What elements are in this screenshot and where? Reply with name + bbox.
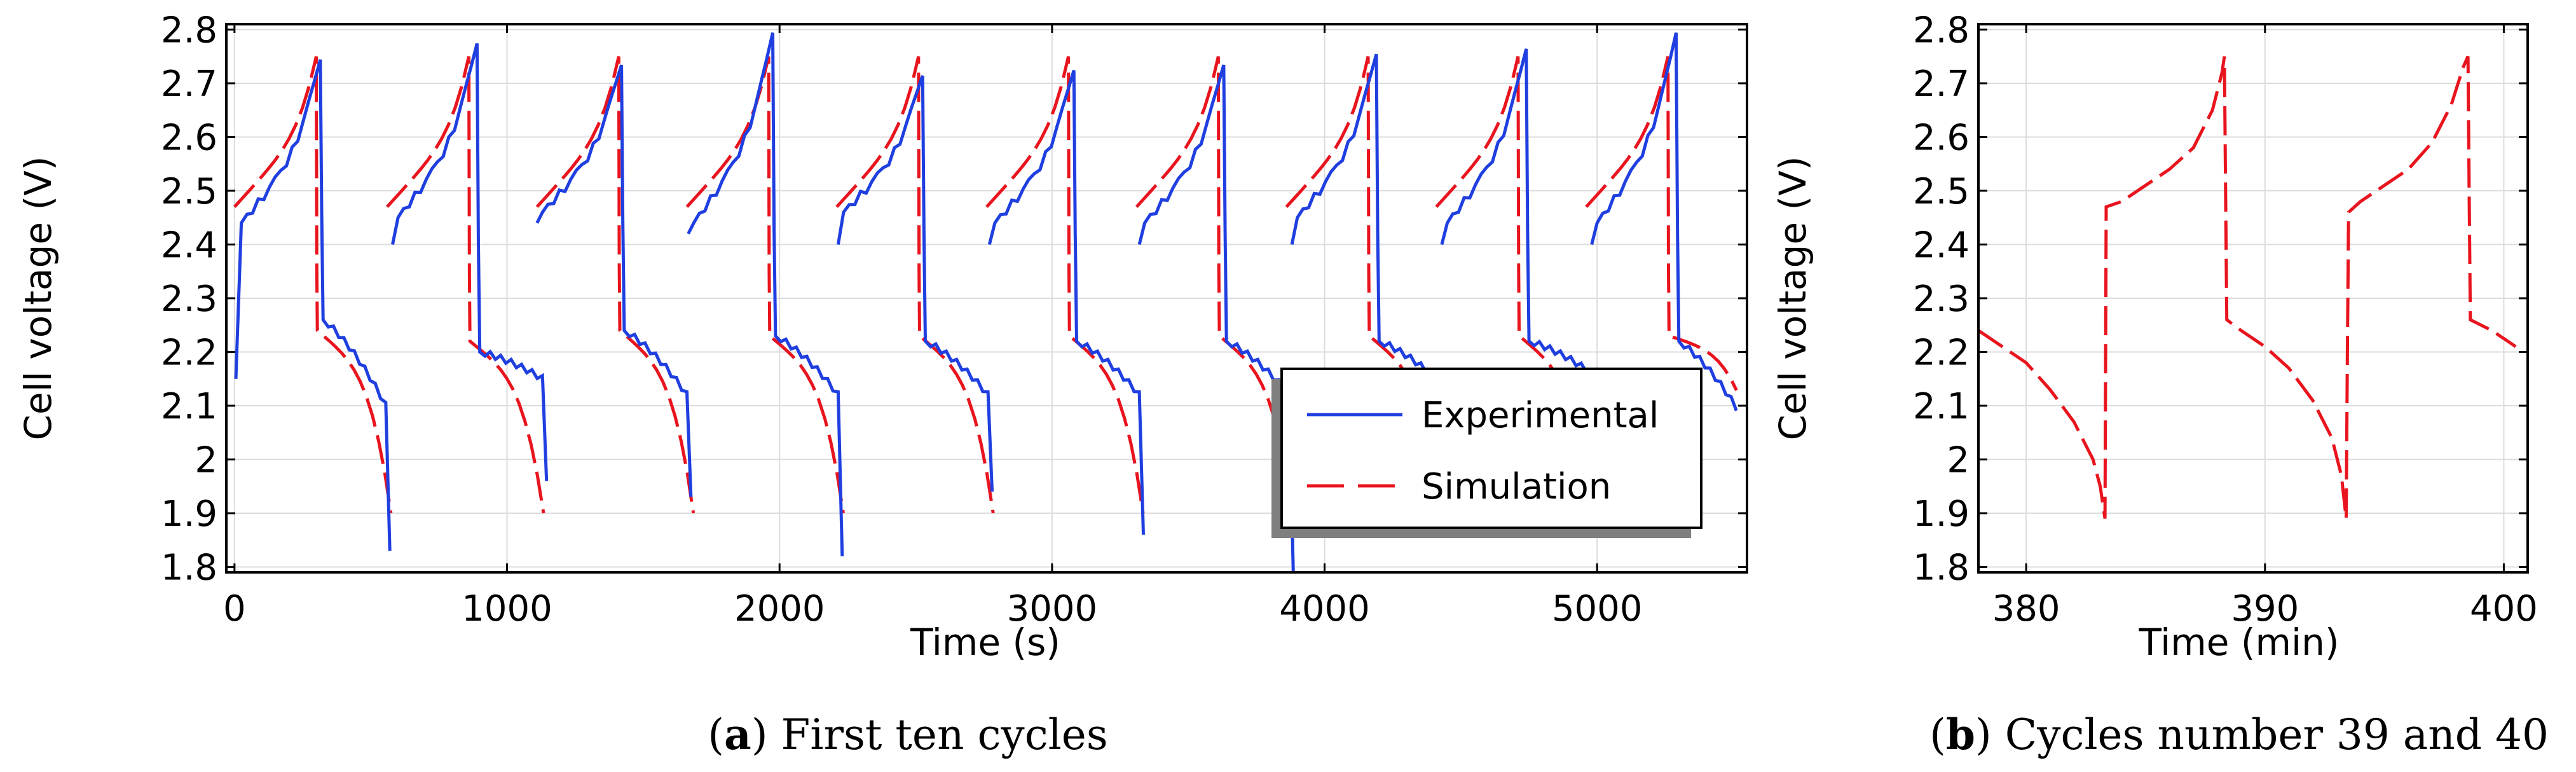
panel-b-ticks: 1.8 1.9 2 2.1 2.2 2.3 2.4 2.5 2.6 2.7 2.8 380 390 400 — [1913, 10, 2538, 630]
panel-a-ticks: 1.8 1.9 2 2.1 2.2 2.3 2.4 2.5 2.6 2.7 2.8 0 1000 2000… — [161, 10, 1747, 630]
panel-a-ytick-label: 2.6 — [161, 117, 217, 158]
experimental-cycle-line — [1137, 64, 1295, 573]
panel-a-xtick-label: 2000 — [734, 588, 825, 630]
panel-a-ytick-label: 2.2 — [161, 333, 217, 374]
panel-a-caption-text: First ten cycles — [781, 710, 1108, 759]
panel-b-ytick-label: 1.9 — [1913, 493, 1970, 535]
simulation-cycle-line — [1585, 56, 1738, 391]
panel-a-xtick-label: 0 — [223, 588, 246, 630]
panel-b-caption-letter: b — [1946, 710, 1975, 759]
simulation-cycle-line — [1135, 56, 1295, 514]
simulation-cycle-line — [985, 56, 1145, 514]
panel-a-ytick-label: 2.3 — [161, 279, 217, 320]
panel-b-ytick-label: 2.2 — [1913, 333, 1970, 374]
panel-a-xtick-label: 5000 — [1552, 588, 1643, 630]
panel-a-chart: 1.8 1.9 2 2.1 2.2 2.3 2.4 2.5 2.6 2.7 2.8 0 1000 2000… — [17, 10, 1748, 759]
panel-b-xtick-label: 400 — [2470, 588, 2538, 630]
experimental-cycle-line — [1290, 53, 1448, 384]
experimental-cycle-line — [836, 75, 994, 492]
experimental-cycle-line — [1590, 32, 1738, 411]
experimental-cycle-line — [234, 59, 392, 551]
experimental-cycle-line — [391, 43, 549, 481]
panel-a-xtick-label: 1000 — [462, 588, 552, 630]
legend-box — [1280, 368, 1702, 529]
panel-a-ylabel: Cell voltage (V) — [17, 156, 60, 441]
experimental-cycle-line — [535, 64, 693, 497]
legend-simulation-label: Simulation — [1422, 466, 1611, 507]
panel-b-xtick-label: 380 — [1992, 588, 2060, 630]
panel-b-xtick-label: 390 — [2231, 588, 2299, 630]
panel-b-ytick-label: 2.4 — [1913, 224, 1970, 266]
panel-a-ytick-label: 2 — [195, 440, 217, 481]
panel-b-ytick-label: 2.1 — [1913, 386, 1970, 427]
panel-a-xtick-label: 4000 — [1279, 588, 1370, 630]
panel-b-series — [1977, 55, 2517, 519]
legend: Experimental Simulation — [1271, 368, 1702, 538]
panel-b-xlabel: Time (min) — [2138, 621, 2339, 664]
panel-a-ytick-label: 2.8 — [161, 10, 217, 51]
panel-a-ytick-label: 1.8 — [161, 548, 217, 589]
panel-a-ytick-label: 2.5 — [161, 171, 217, 212]
panel-b-ytick-label: 2.7 — [1913, 64, 1970, 105]
simulation-cycle-line — [386, 56, 545, 514]
simulation-cycle-line — [685, 56, 845, 514]
panel-b-ylabel: Cell voltage (V) — [1771, 156, 1814, 441]
panel-a-caption: (a) First ten cycles — [708, 710, 1107, 759]
experimental-cycle-line — [987, 69, 1145, 535]
simulation-line — [1977, 55, 2517, 519]
simulation-cycle-line — [535, 56, 695, 514]
simulation-cycle-line — [233, 56, 393, 514]
panel-b-chart: 1.8 1.9 2 2.1 2.2 2.3 2.4 2.5 2.6 2.7 2.8 380 390 400… — [1771, 10, 2549, 759]
panel-b-caption-text: Cycles number 39 and 40 — [2005, 710, 2549, 759]
experimental-cycle-line — [1440, 48, 1597, 375]
panel-a-ytick-label: 2.4 — [161, 224, 217, 266]
panel-b-caption: (b) Cycles number 39 and 40 — [1929, 710, 2549, 759]
panel-b-ytick-label: 2.3 — [1913, 279, 1970, 320]
panel-b-ytick-label: 2.5 — [1913, 171, 1970, 212]
panel-a-ytick-label: 2.7 — [161, 64, 217, 105]
simulation-cycle-line — [1435, 56, 1594, 514]
panel-a-caption-letter: a — [724, 710, 751, 759]
simulation-cycle-line — [835, 56, 995, 514]
legend-experimental-label: Experimental — [1422, 395, 1659, 436]
simulation-cycle-line — [1285, 56, 1445, 514]
panel-b-ytick-label: 1.8 — [1913, 548, 1970, 589]
panel-a-ytick-label: 2.1 — [161, 386, 217, 427]
panel-a-xtick-label: 3000 — [1007, 588, 1098, 630]
panel-b-ytick-label: 2.8 — [1913, 10, 1970, 51]
panel-b-grid — [1978, 24, 2528, 572]
panel-a-xlabel: Time (s) — [910, 621, 1060, 664]
panel-b-ytick-label: 2 — [1947, 440, 1970, 481]
panel-a-ytick-label: 1.9 — [161, 493, 217, 535]
panel-a-series — [233, 32, 1738, 573]
panel-b-ytick-label: 2.6 — [1913, 117, 1970, 158]
experimental-cycle-line — [687, 32, 844, 556]
